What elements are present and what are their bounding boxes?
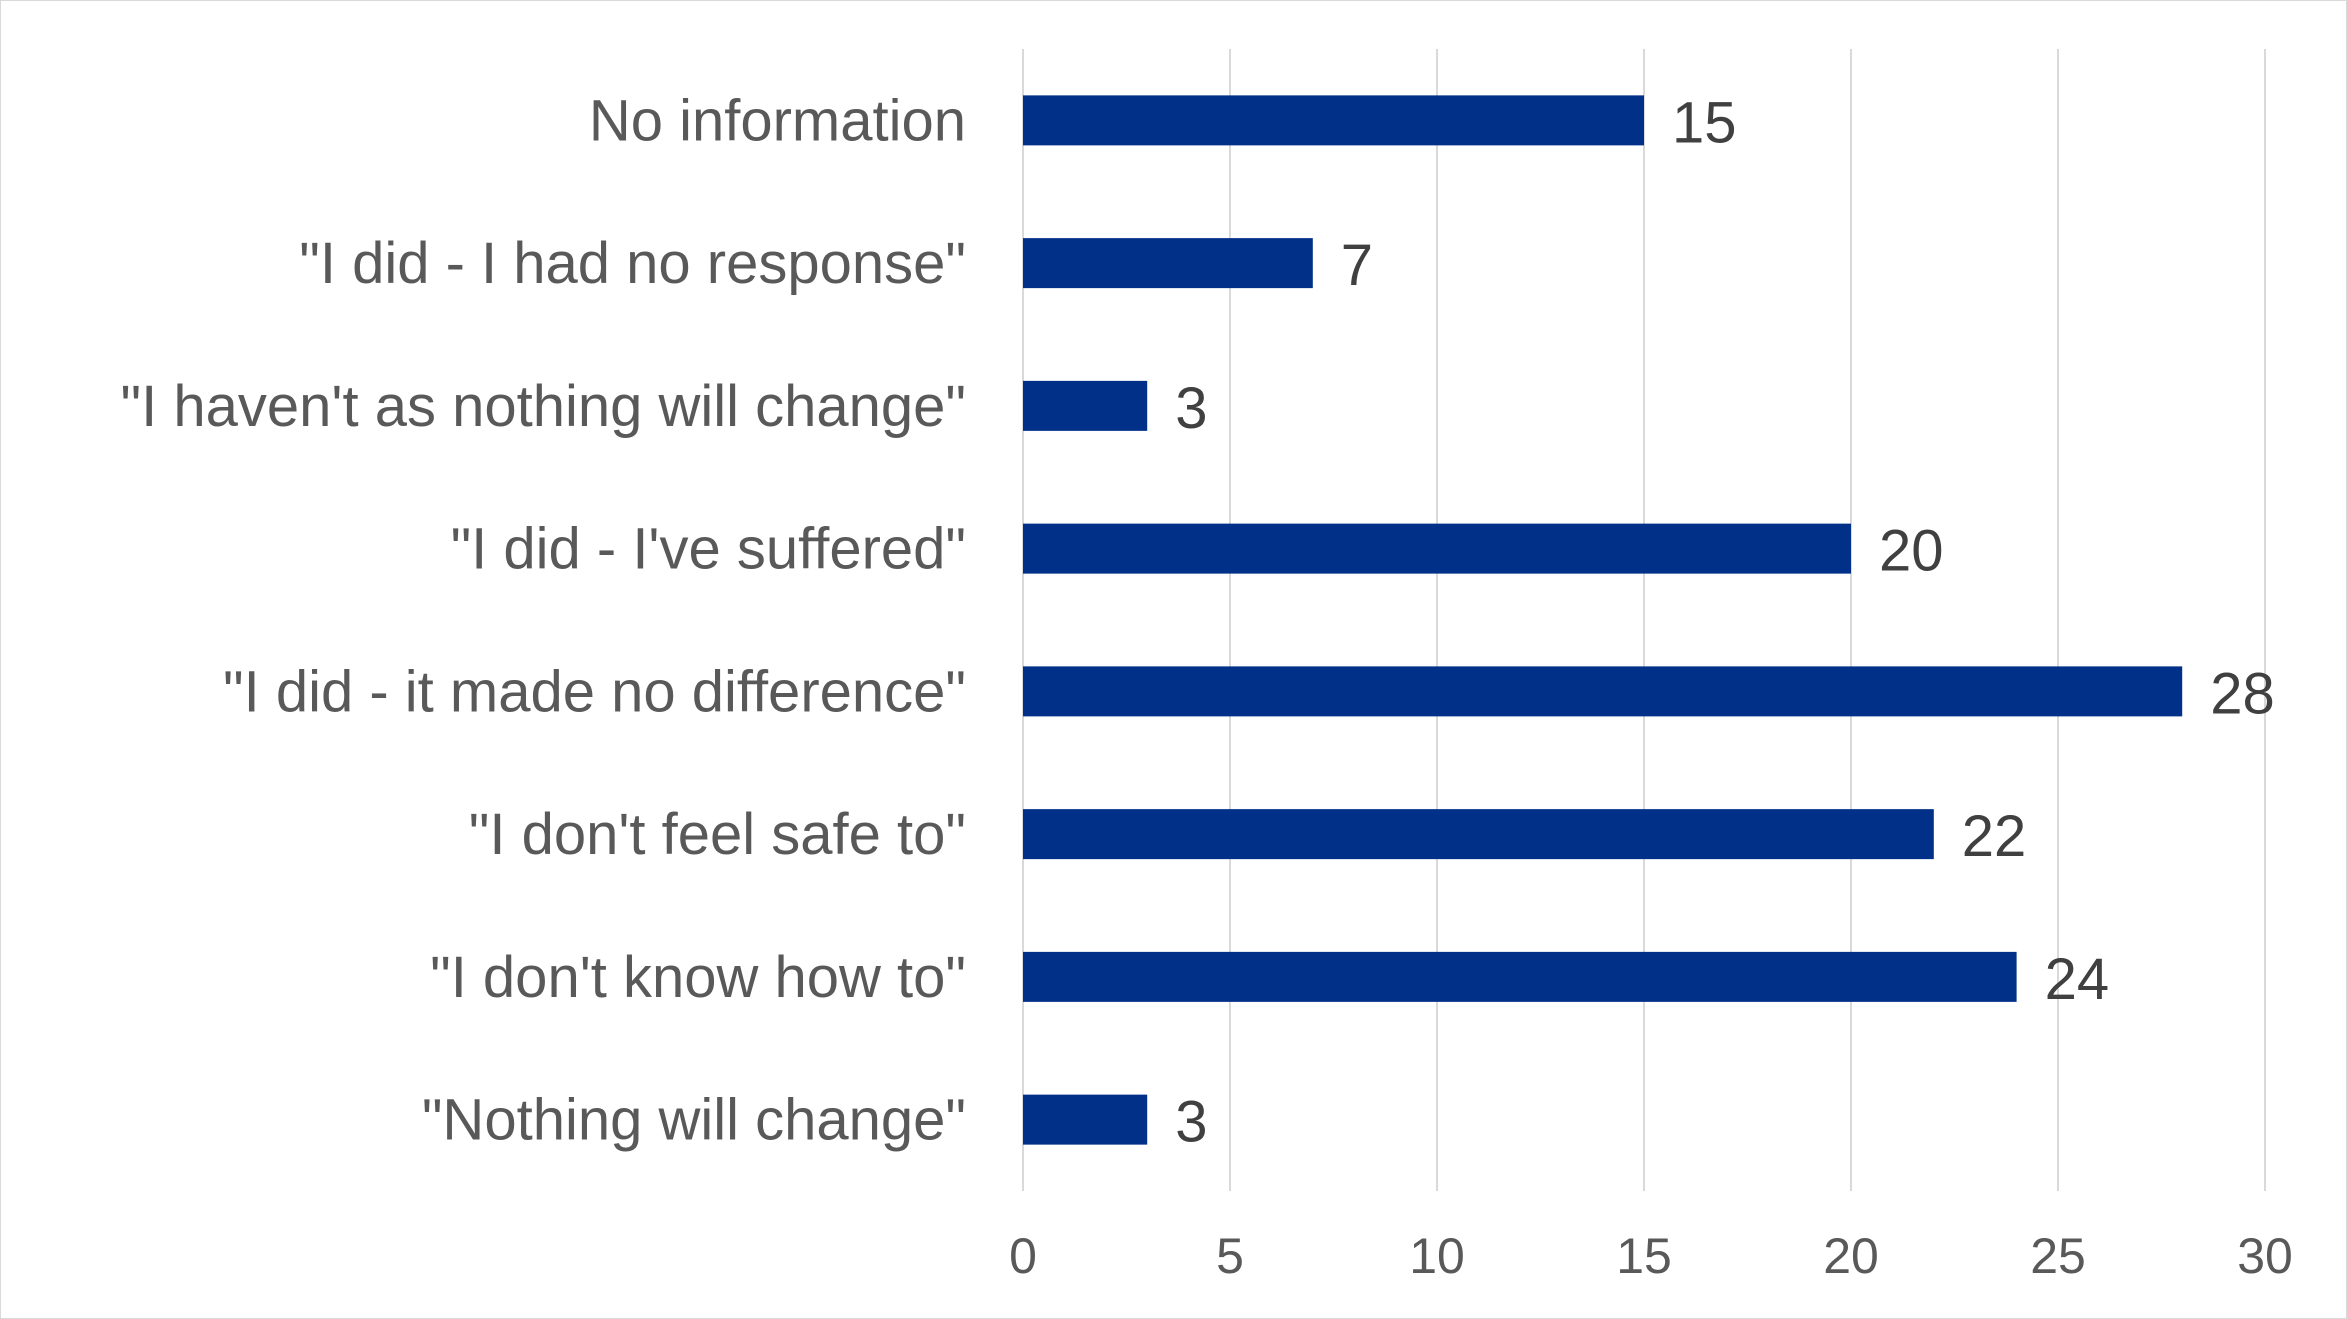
bar bbox=[1023, 951, 2017, 1002]
x-tick-label: 0 bbox=[1009, 1228, 1037, 1284]
category-label: "I don't feel safe to" bbox=[469, 802, 966, 867]
bars bbox=[1023, 95, 2183, 1145]
category-label: "Nothing will change" bbox=[422, 1088, 966, 1153]
x-tick-label: 30 bbox=[2237, 1228, 2293, 1284]
bar bbox=[1023, 1094, 1148, 1145]
data-label: 3 bbox=[1175, 376, 1207, 441]
bar bbox=[1023, 95, 1644, 146]
category-label: "I did - I had no response" bbox=[299, 231, 966, 296]
category-label: "I don't know how to" bbox=[430, 945, 966, 1010]
data-label: 7 bbox=[1341, 233, 1373, 298]
data-label: 22 bbox=[1962, 804, 2027, 869]
data-labels: 15 7 3 20 28 22 24 3 bbox=[1175, 90, 2275, 1154]
bar bbox=[1023, 238, 1313, 289]
x-tick-label: 5 bbox=[1216, 1228, 1244, 1284]
category-labels: No information "I did - I had no response… bbox=[121, 88, 966, 1152]
category-label: "I haven't as nothing will change" bbox=[121, 374, 966, 439]
category-label: "I did - I've suffered" bbox=[451, 517, 966, 582]
category-label: No information bbox=[589, 88, 966, 153]
x-tick-label: 10 bbox=[1409, 1228, 1465, 1284]
bar bbox=[1023, 523, 1851, 574]
x-axis-ticks: 0 5 10 15 20 25 30 bbox=[1009, 1228, 2293, 1284]
x-tick-label: 20 bbox=[1823, 1228, 1879, 1284]
x-tick-label: 15 bbox=[1616, 1228, 1672, 1284]
bar bbox=[1023, 380, 1148, 431]
category-label: "I did - it made no difference" bbox=[223, 659, 966, 724]
data-label: 20 bbox=[1879, 519, 1944, 584]
data-label: 3 bbox=[1175, 1090, 1207, 1155]
bar bbox=[1023, 809, 1934, 860]
gridlines bbox=[1022, 49, 2266, 1191]
data-label: 24 bbox=[2045, 947, 2110, 1012]
x-tick-label: 25 bbox=[2030, 1228, 2086, 1284]
data-label: 28 bbox=[2210, 661, 2275, 726]
bar bbox=[1023, 666, 2183, 717]
data-label: 15 bbox=[1672, 90, 1737, 155]
